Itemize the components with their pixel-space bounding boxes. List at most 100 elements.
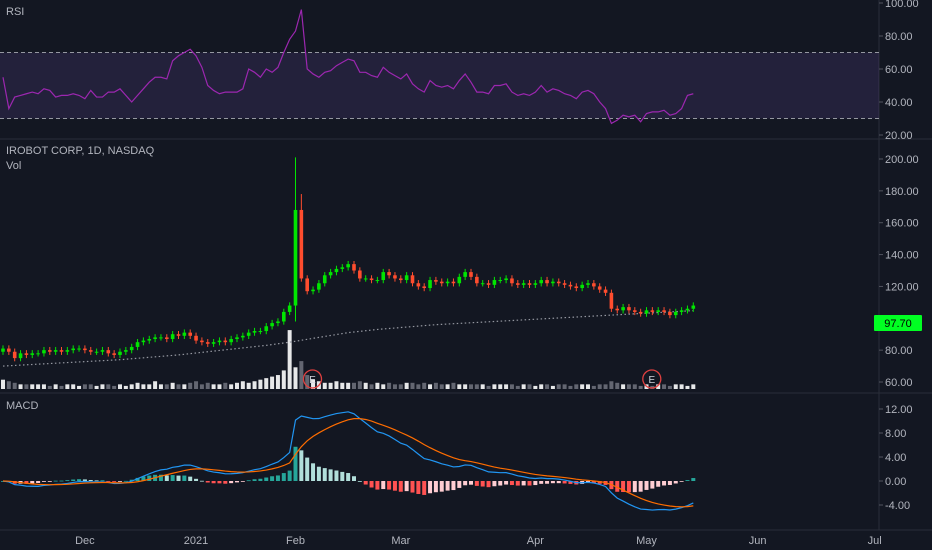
volume-bar bbox=[357, 381, 362, 389]
earnings-marker[interactable]: E bbox=[302, 369, 323, 389]
candle bbox=[504, 275, 508, 284]
volume-bar bbox=[12, 382, 17, 389]
candle bbox=[264, 323, 269, 335]
macd-histogram-bar bbox=[398, 481, 403, 492]
x-tick-label: Jun bbox=[749, 535, 767, 547]
candle bbox=[516, 280, 520, 289]
rsi-band bbox=[0, 52, 879, 119]
volume-bar bbox=[667, 385, 672, 389]
candle bbox=[428, 276, 432, 292]
volume-bar bbox=[474, 384, 479, 389]
volume-bar bbox=[211, 384, 216, 389]
volume-bar bbox=[410, 382, 415, 389]
candle bbox=[627, 303, 631, 314]
price-y-tick: 60.00 bbox=[885, 377, 913, 389]
candle bbox=[135, 338, 140, 351]
macd-histogram-bar bbox=[498, 481, 503, 486]
candle bbox=[521, 280, 526, 289]
volume-bar bbox=[258, 379, 263, 389]
candle bbox=[568, 281, 573, 290]
macd-histogram-bar bbox=[82, 479, 87, 481]
macd-histogram-bar bbox=[100, 480, 105, 482]
candle bbox=[633, 307, 637, 316]
x-tick-label: May bbox=[636, 535, 657, 547]
candle bbox=[112, 350, 116, 359]
candle bbox=[492, 276, 497, 289]
candle bbox=[510, 275, 514, 287]
macd-histogram-bar bbox=[375, 481, 380, 490]
macd-histogram-bar bbox=[106, 481, 111, 482]
macd-histogram-bar bbox=[170, 475, 175, 481]
volume-bar bbox=[293, 367, 298, 389]
macd-histogram-bar bbox=[539, 481, 544, 484]
candle bbox=[621, 303, 625, 314]
x-tick-label: 2021 bbox=[184, 535, 208, 547]
macd-histogram-bar bbox=[363, 481, 368, 485]
candle bbox=[597, 283, 602, 293]
price-y-tick: 160.00 bbox=[885, 218, 919, 230]
candle bbox=[434, 276, 438, 285]
volume-bar bbox=[164, 384, 169, 389]
candle bbox=[24, 350, 29, 359]
volume-bar bbox=[82, 384, 87, 389]
candle bbox=[88, 346, 93, 355]
macd-pane bbox=[1, 411, 696, 511]
candle bbox=[7, 345, 11, 355]
macd-histogram-bar bbox=[533, 481, 538, 486]
macd-histogram-bar bbox=[433, 481, 438, 493]
volume-bar bbox=[603, 384, 608, 389]
candle bbox=[410, 272, 415, 287]
candle bbox=[65, 346, 70, 355]
volume-bar bbox=[235, 382, 239, 389]
macd-histogram-bar bbox=[387, 481, 392, 490]
macd-histogram-bar bbox=[47, 481, 52, 482]
volume-bar bbox=[328, 382, 333, 389]
macd-histogram-bar bbox=[469, 481, 473, 485]
macd-y-tick: 0.00 bbox=[885, 476, 906, 488]
volume-bar bbox=[515, 385, 520, 389]
macd-histogram-bar bbox=[77, 479, 82, 481]
macd-histogram-bar bbox=[41, 481, 46, 482]
volume-bar bbox=[252, 381, 257, 389]
candle bbox=[539, 276, 543, 287]
macd-histogram-bar bbox=[626, 481, 631, 493]
candle bbox=[311, 286, 315, 295]
candle bbox=[94, 348, 99, 355]
volume-bar bbox=[609, 381, 614, 389]
candle bbox=[182, 329, 187, 339]
candle bbox=[48, 346, 52, 355]
volume-bar bbox=[527, 384, 532, 389]
macd-histogram-bar bbox=[158, 474, 163, 481]
candle bbox=[340, 264, 345, 273]
volume-bar bbox=[404, 382, 409, 389]
candle bbox=[662, 307, 666, 316]
macd-histogram-bar bbox=[316, 466, 321, 481]
volume-bar bbox=[71, 384, 76, 389]
candle bbox=[551, 278, 555, 287]
candle bbox=[147, 335, 152, 344]
macd-histogram-bar bbox=[357, 480, 362, 482]
candle bbox=[100, 346, 105, 355]
volume-bar bbox=[88, 384, 93, 389]
candle bbox=[679, 307, 684, 316]
rsi-y-tick: 100.00 bbox=[885, 0, 919, 10]
macd-histogram-bar bbox=[369, 481, 374, 488]
macd-histogram-bar bbox=[615, 481, 620, 492]
macd-y-tick: 4.00 bbox=[885, 452, 906, 464]
candle bbox=[668, 308, 672, 319]
macd-histogram-bar bbox=[638, 481, 643, 492]
candle bbox=[129, 343, 134, 354]
macd-histogram-bar bbox=[679, 481, 684, 482]
candle bbox=[463, 268, 467, 281]
macd-histogram-bar bbox=[328, 469, 333, 481]
candle bbox=[258, 327, 263, 335]
candle bbox=[685, 305, 690, 314]
macd-histogram-bar bbox=[275, 475, 280, 481]
rsi-y-tick: 60.00 bbox=[885, 64, 913, 76]
macd-histogram-bar bbox=[416, 481, 421, 494]
earnings-marker[interactable]: E bbox=[642, 369, 662, 389]
macd-histogram-bar bbox=[422, 481, 427, 495]
candle bbox=[527, 280, 532, 289]
macd-histogram-bar bbox=[24, 481, 29, 484]
